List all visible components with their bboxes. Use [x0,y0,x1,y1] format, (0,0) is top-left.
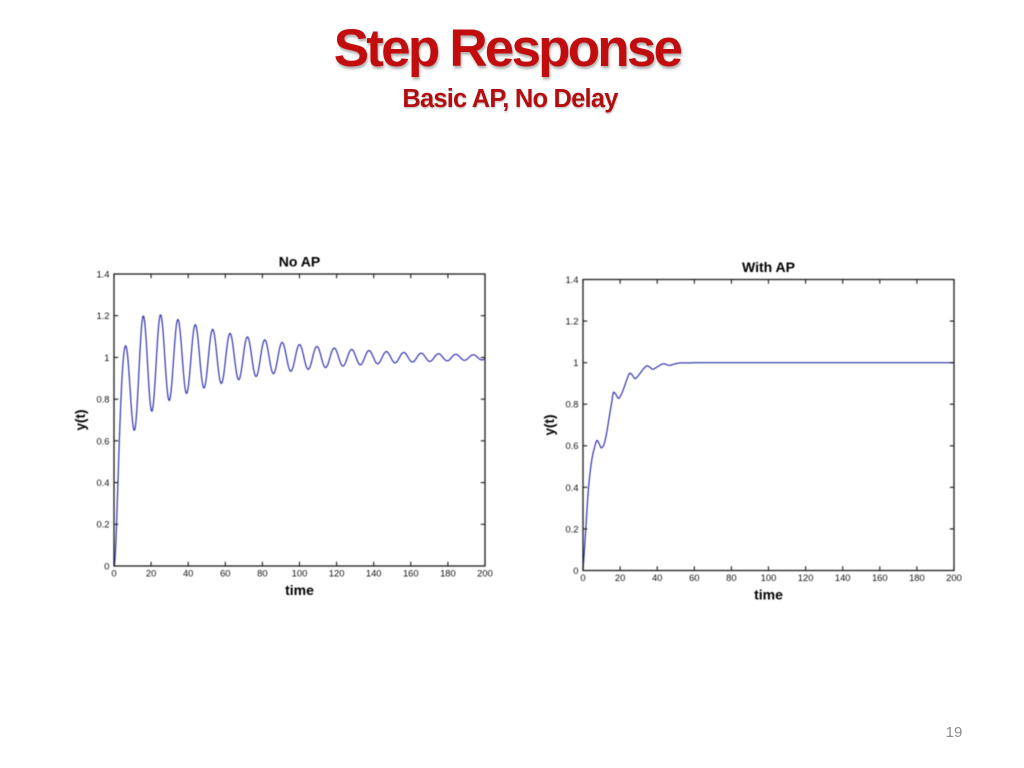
svg-text:40: 40 [652,572,662,583]
svg-text:time: time [285,582,314,598]
svg-text:0: 0 [580,572,585,583]
svg-text:No AP: No AP [279,254,320,270]
svg-text:0: 0 [111,567,116,578]
svg-text:40: 40 [183,567,193,578]
svg-text:time: time [754,587,783,603]
svg-text:20: 20 [146,567,156,578]
svg-text:With AP: With AP [742,259,795,275]
svg-text:140: 140 [366,567,382,578]
svg-text:0.8: 0.8 [96,394,109,405]
svg-text:120: 120 [329,567,345,578]
svg-text:0.2: 0.2 [96,519,109,530]
svg-text:1: 1 [573,357,578,368]
svg-text:1: 1 [104,352,109,363]
svg-text:1.4: 1.4 [96,268,109,279]
svg-text:160: 160 [403,567,419,578]
svg-text:0: 0 [573,565,578,576]
svg-text:0.8: 0.8 [565,399,578,410]
svg-text:80: 80 [257,567,267,578]
svg-text:120: 120 [798,572,814,583]
svg-text:200: 200 [946,572,962,583]
svg-text:y(t): y(t) [73,410,88,431]
svg-text:0: 0 [104,560,109,571]
svg-text:100: 100 [292,567,308,578]
svg-text:1.2: 1.2 [96,310,109,321]
svg-text:200: 200 [477,567,493,578]
svg-text:60: 60 [689,572,699,583]
svg-text:1.4: 1.4 [565,274,578,285]
svg-text:20: 20 [615,572,625,583]
svg-text:0.4: 0.4 [96,477,109,488]
svg-text:80: 80 [726,572,736,583]
svg-text:160: 160 [872,572,888,583]
svg-text:140: 140 [835,572,851,583]
svg-text:100: 100 [761,572,777,583]
svg-text:0.2: 0.2 [565,523,578,534]
svg-text:180: 180 [909,572,925,583]
svg-text:1.2: 1.2 [565,316,578,327]
svg-text:0.6: 0.6 [96,435,109,446]
svg-text:y(t): y(t) [542,415,557,436]
svg-text:0.4: 0.4 [565,482,578,493]
svg-text:60: 60 [220,567,230,578]
svg-text:0.6: 0.6 [565,440,578,451]
svg-text:180: 180 [440,567,456,578]
